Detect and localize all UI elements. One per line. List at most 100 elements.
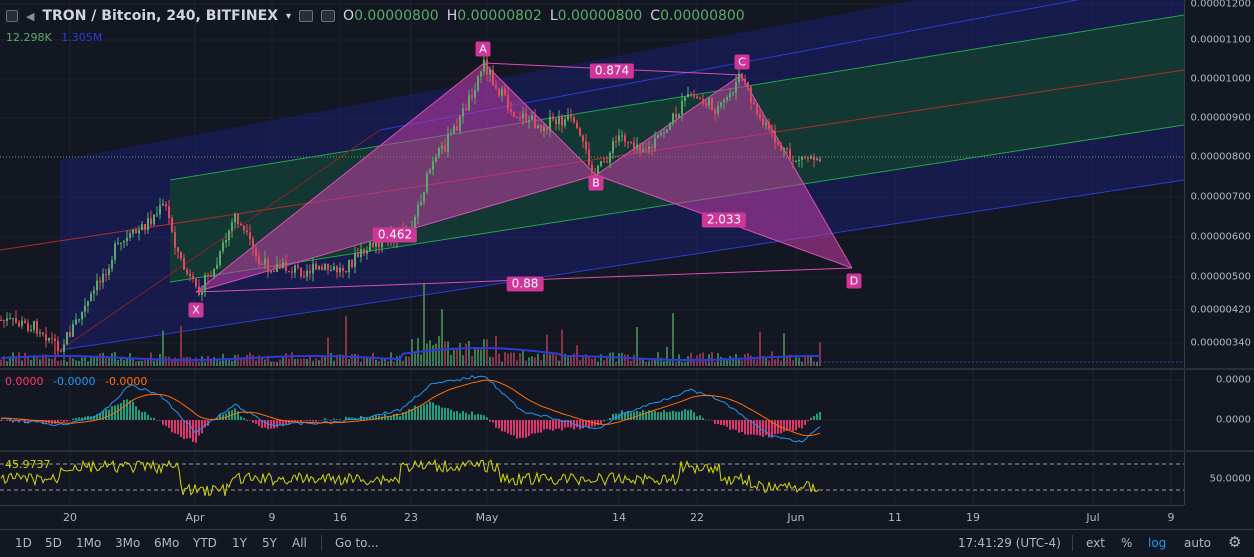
macd-histogram-bar bbox=[459, 413, 461, 420]
pattern-point-a[interactable]: A bbox=[475, 41, 491, 57]
candle-body bbox=[75, 319, 77, 325]
volume-bar bbox=[444, 341, 446, 366]
macd-histogram-bar bbox=[648, 410, 650, 420]
macd-histogram-bar bbox=[432, 402, 434, 420]
rsi-axis[interactable]: 50.0000 bbox=[1184, 452, 1254, 505]
symbol-dropdown-icon[interactable]: ▾ bbox=[286, 10, 292, 22]
clock[interactable]: 17:41:29 (UTC-4) bbox=[958, 536, 1061, 550]
channel-line-blue-lower[interactable] bbox=[59, 179, 1184, 351]
volume-bar bbox=[762, 356, 764, 366]
macd-histogram-bar bbox=[609, 418, 611, 420]
channel-line-green-upper[interactable] bbox=[169, 14, 1184, 181]
settings-icon[interactable]: ⚙ bbox=[1228, 533, 1242, 551]
candle-body bbox=[540, 125, 542, 132]
date-axis[interactable]: 20 Apr 9 16 23 May 14 22 Jun 11 19 Jul 9 bbox=[0, 505, 1184, 530]
channel-line-red[interactable] bbox=[0, 69, 1184, 251]
candle-body bbox=[42, 332, 44, 335]
volume-bar bbox=[408, 356, 410, 366]
macd-histogram-bar bbox=[273, 420, 275, 429]
volume-bar bbox=[471, 355, 473, 366]
volume-bar bbox=[423, 284, 425, 366]
percent-toggle[interactable]: % bbox=[1121, 536, 1133, 550]
macd-histogram-bar bbox=[108, 409, 110, 420]
volume-bar bbox=[777, 356, 779, 366]
volume-bar bbox=[705, 360, 707, 366]
volume-bar bbox=[498, 353, 500, 366]
volume-bar bbox=[552, 353, 554, 366]
candle-body bbox=[231, 222, 233, 232]
candle-body bbox=[816, 158, 818, 161]
timeframe-6mo[interactable]: 6Mo bbox=[154, 536, 180, 550]
macd-histogram-bar bbox=[600, 420, 602, 425]
log-toggle[interactable]: log bbox=[1148, 536, 1167, 550]
volume-bar bbox=[120, 356, 122, 366]
candle-body bbox=[666, 129, 668, 133]
timeframe-all[interactable]: All bbox=[292, 536, 307, 550]
pane-separator[interactable] bbox=[0, 450, 1254, 452]
candle-body bbox=[660, 133, 662, 135]
symbol-title[interactable]: TRON / Bitcoin, 240, BITFINEX bbox=[42, 8, 279, 24]
pattern-point-x[interactable]: X bbox=[188, 302, 204, 318]
macd-histogram-bar bbox=[597, 420, 599, 426]
candle-body bbox=[465, 108, 467, 111]
macd-histogram-bar bbox=[804, 420, 806, 425]
volume-bar bbox=[573, 353, 575, 366]
macd-histogram-bar bbox=[801, 420, 803, 429]
candle-body bbox=[327, 263, 329, 271]
timeframe-1d[interactable]: 1D bbox=[15, 536, 32, 550]
timeframe-5d[interactable]: 5D bbox=[45, 536, 62, 550]
timeframe-3mo[interactable]: 3Mo bbox=[115, 536, 141, 550]
volume-bar bbox=[255, 360, 257, 366]
price-axis[interactable]: 0.00001200 0.00001100 0.00001000 0.00000… bbox=[1184, 0, 1254, 368]
macd-histogram-bar bbox=[144, 411, 146, 420]
timeframe-1y[interactable]: 1Y bbox=[232, 536, 247, 550]
macd-axis[interactable]: 0.0000 0.0000 bbox=[1184, 370, 1254, 450]
candle-body bbox=[354, 253, 356, 267]
candle-body bbox=[585, 141, 587, 150]
channel-line-red-2[interactable] bbox=[59, 129, 381, 351]
macd-histogram-bar bbox=[522, 420, 524, 438]
rsi-chart[interactable] bbox=[0, 452, 1184, 505]
volume-bar bbox=[483, 339, 485, 366]
volume-bar bbox=[618, 353, 620, 366]
settings-icon[interactable] bbox=[299, 10, 314, 22]
macd-histogram-bar bbox=[267, 420, 269, 430]
pattern-point-d[interactable]: D bbox=[846, 273, 862, 289]
volume-bar bbox=[663, 360, 665, 366]
macd-pane[interactable]: 0.0000 -0.0000 -0.0000 bbox=[0, 370, 1184, 450]
candle-body bbox=[129, 233, 131, 238]
volume-bar bbox=[465, 343, 467, 366]
volume-bar bbox=[768, 360, 770, 366]
back-arrow-icon[interactable]: ◀ bbox=[26, 9, 35, 23]
price-chart[interactable] bbox=[0, 0, 1184, 368]
macd-histogram-bar bbox=[180, 420, 182, 438]
goto-button[interactable]: Go to... bbox=[335, 536, 379, 550]
volume-bar bbox=[267, 355, 269, 366]
pane-separator[interactable] bbox=[0, 368, 1254, 370]
auto-toggle[interactable]: auto bbox=[1184, 536, 1212, 550]
macd-histogram-bar bbox=[198, 420, 200, 436]
timeframe-5y[interactable]: 5Y bbox=[262, 536, 277, 550]
macd-histogram-bar bbox=[264, 420, 266, 428]
candle-body bbox=[441, 145, 443, 149]
volume-bar bbox=[351, 354, 353, 366]
ext-toggle[interactable]: ext bbox=[1086, 536, 1105, 550]
candle-body bbox=[345, 270, 347, 273]
collapse-icon[interactable] bbox=[6, 10, 18, 22]
timeframe-1mo[interactable]: 1Mo bbox=[76, 536, 102, 550]
volume-bar bbox=[336, 354, 338, 366]
candle-body bbox=[114, 243, 116, 260]
hide-icon[interactable] bbox=[321, 10, 336, 22]
rsi-pane[interactable]: 45.9737 bbox=[0, 452, 1184, 505]
timeframe-ytd[interactable]: YTD bbox=[193, 536, 217, 550]
price-pane[interactable]: ◀ TRON / Bitcoin, 240, BITFINEX ▾ O0.000… bbox=[0, 0, 1184, 368]
volume-bar bbox=[24, 352, 26, 366]
pattern-point-b[interactable]: B bbox=[588, 175, 604, 191]
macd-histogram-bar bbox=[495, 420, 497, 428]
macd-histogram-bar bbox=[582, 420, 584, 429]
volume-bar bbox=[720, 356, 722, 366]
pattern-point-c[interactable]: C bbox=[734, 54, 750, 70]
macd-chart[interactable] bbox=[0, 370, 1184, 450]
candle-body bbox=[90, 293, 92, 302]
date-tick: 14 bbox=[612, 511, 626, 524]
